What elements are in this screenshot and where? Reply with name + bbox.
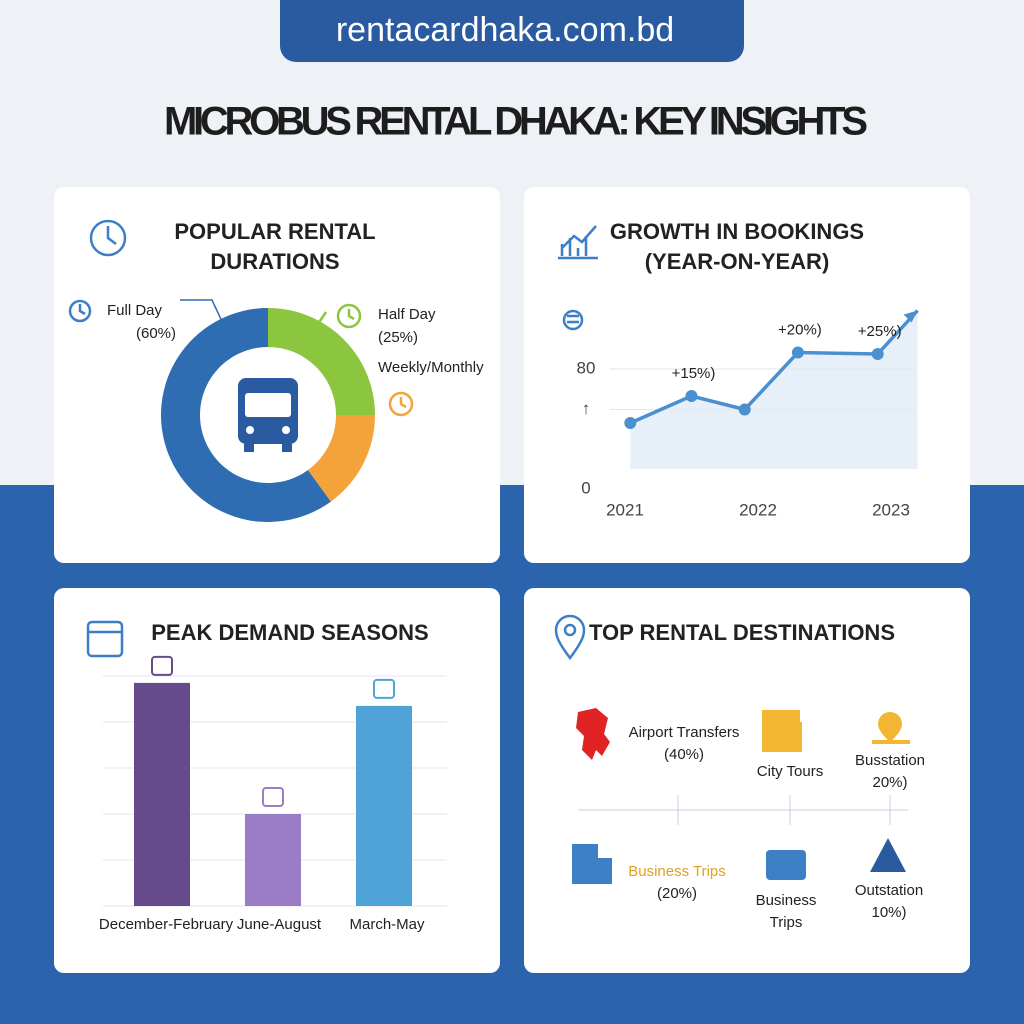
line	[629, 309, 919, 425]
card	[54, 187, 500, 563]
bar-icon	[262, 787, 284, 807]
card-title: PEAK DEMAND SEASONS	[151, 620, 428, 645]
pie-slice	[307, 415, 375, 502]
destination-label: Busstation	[855, 752, 925, 769]
destination-label: Trips	[770, 914, 803, 931]
value-label: +20%)	[778, 321, 822, 338]
point	[624, 417, 637, 429]
site-name: rentacardhaka.com.bd	[336, 11, 674, 49]
value-label: (25%)	[378, 329, 418, 346]
destination-label: City Tours	[757, 763, 823, 780]
destination-label: Business Trips	[628, 863, 726, 880]
legend-label: Weekly/Monthly	[378, 359, 484, 376]
pie-slice	[161, 307, 331, 522]
icon	[388, 391, 414, 417]
card-title: (YEAR-ON-YEAR)	[645, 249, 830, 274]
y-tick-label: 80	[577, 358, 596, 377]
card-title: GROWTH IN BOOKINGS	[610, 219, 864, 244]
header-pill	[280, 0, 744, 62]
card	[524, 588, 970, 973]
x-tick-label: 2023	[872, 500, 910, 519]
destination-label: Outstation	[855, 882, 923, 899]
destination-label: Business	[756, 892, 817, 909]
x-tick-label: 2022	[739, 500, 777, 519]
bar	[356, 705, 412, 906]
destination-share: 20%)	[872, 774, 907, 791]
point	[791, 346, 804, 359]
arrow-head	[903, 310, 918, 323]
bar	[134, 682, 190, 906]
bar	[245, 814, 301, 906]
destination-label: Airport Transfers	[629, 724, 740, 741]
destination-share: 10%)	[871, 904, 906, 921]
point	[685, 390, 698, 402]
value-label: (60%)	[136, 325, 176, 342]
bar-icon	[151, 655, 173, 676]
x-tick-label: December-February	[99, 916, 234, 933]
destination-share: (20%)	[657, 885, 697, 902]
y-tick-label: ↑	[582, 399, 591, 418]
pie-slice	[268, 308, 375, 415]
bar-icon	[373, 678, 395, 699]
area	[630, 310, 918, 469]
legend-label: Half Day	[378, 306, 436, 323]
bus-icon	[238, 378, 298, 452]
destination-share: (40%)	[664, 746, 704, 763]
point	[738, 403, 751, 416]
destination-icons	[572, 708, 910, 884]
y-tick-label: 0	[581, 478, 590, 497]
x-tick-label: March-May	[349, 916, 425, 933]
x-tick-label: 2021	[606, 500, 644, 519]
point	[871, 348, 884, 360]
x-tick-label: June-August	[237, 916, 322, 933]
card-title: TOP RENTAL DESTINATIONS	[589, 620, 895, 645]
page-title: MICROBUS RENTAL DHAKA: KEY INSIGHTS	[164, 100, 868, 144]
icons	[68, 219, 598, 661]
value-label: +25%)	[858, 323, 902, 340]
legend-label: Full Day	[107, 302, 163, 319]
value-label: +15%)	[672, 365, 716, 382]
card-title: DURATIONS	[210, 249, 339, 274]
card-title: POPULAR RENTAL	[174, 219, 375, 244]
